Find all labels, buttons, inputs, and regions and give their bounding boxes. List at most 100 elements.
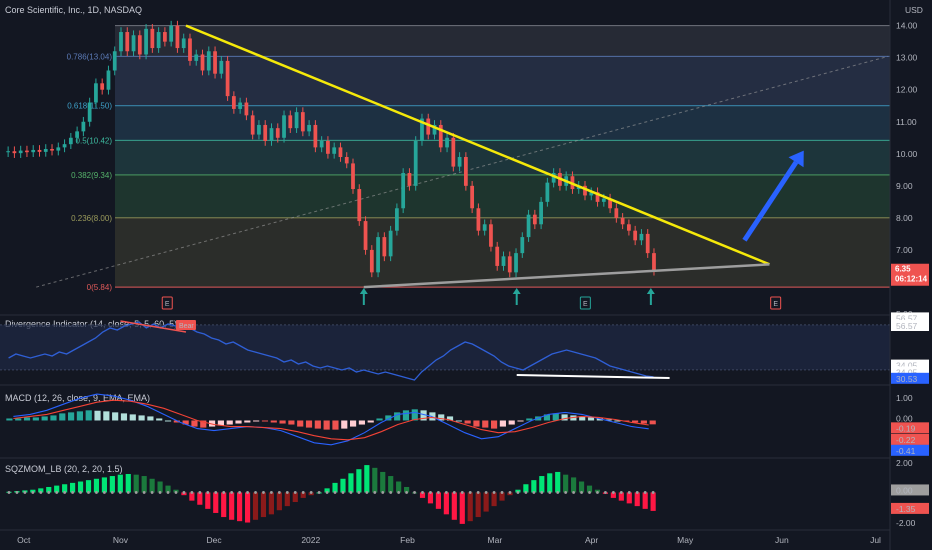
candle-body: [639, 233, 644, 241]
sqzmom-dot: [516, 491, 520, 494]
sqzmom-dot: [500, 491, 504, 494]
earnings-icon: [161, 296, 173, 310]
candle-body: [112, 51, 117, 71]
sqzmom-dot: [397, 491, 401, 494]
sqzmom-bar: [555, 471, 561, 493]
candle-body: [307, 124, 311, 132]
time-tick-label: Nov: [113, 535, 129, 545]
sqzmom-dot: [214, 491, 218, 494]
divergence-value-tag: [891, 359, 929, 371]
sqzmom-bar: [364, 465, 370, 493]
macd-title: MACD (12, 26, close, 9, EMA, EMA): [5, 393, 150, 403]
sqzmom-bar: [419, 492, 426, 498]
sqzmom-dot: [381, 491, 385, 494]
macd-histogram-bar: [76, 411, 83, 421]
descending-trendline[interactable]: [185, 24, 770, 266]
candle-body: [231, 96, 236, 109]
fib-level-label: 0.236(8.00): [71, 214, 112, 223]
projection-arrow[interactable]: [742, 150, 804, 242]
symbol-title: Core Scientific, Inc., 1D, NASDAQ: [5, 5, 142, 15]
candle-body: [100, 83, 105, 90]
macd-histogram-bar: [543, 414, 551, 421]
candle-body: [344, 157, 349, 164]
sqzmom-bar: [205, 492, 211, 509]
candle-body: [119, 32, 123, 52]
candle-body: [338, 147, 343, 157]
macd-histogram-bar: [482, 420, 489, 428]
earnings-icon: E: [773, 301, 778, 308]
macd-histogram-bar: [15, 418, 22, 421]
sqzmom-dot: [150, 491, 154, 494]
price-tick-label: 10.00: [896, 149, 918, 159]
candle-body: [551, 173, 556, 183]
candle-body: [137, 35, 142, 55]
sqzmom-bar: [62, 484, 68, 493]
candle-body: [489, 224, 493, 247]
fib-level-label: 0(5.84): [87, 283, 113, 292]
bear-divergence-line: [120, 320, 187, 333]
candle-body: [652, 253, 656, 271]
candle-body: [363, 221, 368, 250]
macd-histogram-bar: [420, 410, 427, 421]
macd-histogram-bar: [350, 420, 357, 427]
sqzmom-bar: [93, 478, 100, 493]
candle-body: [501, 256, 506, 266]
macd-histogram-bar: [438, 414, 445, 421]
macd-histogram-bar: [323, 420, 330, 430]
sqzmom-bar: [563, 474, 569, 493]
macd-histogram-bar: [649, 420, 656, 425]
sqzmom-histogram: [6, 465, 656, 524]
macd-histogram-bar: [552, 413, 559, 421]
sqzmom-dot: [206, 491, 210, 494]
sqzmom-dot: [452, 491, 456, 494]
macd-histogram-bar: [235, 420, 242, 424]
sqzmom-bar: [157, 481, 163, 493]
candle-body: [407, 173, 412, 186]
candle-body: [633, 230, 638, 241]
sqzmom-dot: [333, 491, 337, 494]
sqzmom-dot: [198, 491, 202, 494]
last-price-background: [891, 263, 929, 286]
candle-body: [181, 38, 186, 49]
sqzmom-bar: [340, 478, 346, 493]
candle-body: [426, 118, 431, 135]
sqzmom-dot: [262, 491, 265, 494]
sqzmom-dot: [47, 491, 51, 494]
support-trendline[interactable]: [363, 263, 770, 289]
macd-histogram-bar: [341, 420, 348, 429]
sqzmom-bar: [260, 492, 267, 518]
time-tick-label: Jun: [775, 535, 789, 545]
sqzmom-bar: [634, 492, 640, 507]
sqzmom-bar: [189, 492, 195, 501]
macd-line: [13, 393, 649, 446]
candle-body: [275, 128, 280, 138]
fibonacci-zones: [115, 25, 890, 288]
sqzmom-dot: [309, 491, 313, 494]
bear-label-text: Bear: [179, 323, 194, 330]
candle-body: [601, 198, 606, 202]
sqzmom-axis: 2.00 0.00 -1.35 -2.00: [891, 458, 929, 528]
divergence-tick-label: 34.05: [896, 367, 918, 377]
macd-histogram-bar: [191, 420, 198, 427]
macd-histogram-bar: [614, 420, 621, 422]
time-axis[interactable]: Oct Nov Dec 2022 Feb Mar Apr May Jun Jul: [17, 535, 881, 545]
macd-tick-label: -0.41: [896, 446, 916, 456]
divergence-trendline[interactable]: [516, 374, 670, 379]
sqzmom-bar: [491, 492, 497, 507]
macd-histogram-bar: [200, 420, 207, 428]
macd-histogram-bar: [147, 416, 154, 421]
candle-body: [294, 112, 299, 129]
sqzmom-value-tag: [891, 502, 929, 514]
candle-body: [457, 157, 462, 167]
sqzmom-dot: [365, 491, 369, 494]
macd-histogram-bar: [94, 410, 101, 421]
divergence-tick-label: 30.53: [896, 374, 918, 384]
sqzmom-bar: [626, 492, 632, 504]
macd-histogram-bar: [270, 420, 277, 423]
macd-tick-label: -0.22: [896, 435, 916, 445]
macd-histogram-bar: [605, 419, 612, 421]
macd-histogram-bar: [402, 410, 410, 421]
sqzmom-bar: [499, 492, 505, 501]
sqzmom-bar: [475, 492, 481, 518]
